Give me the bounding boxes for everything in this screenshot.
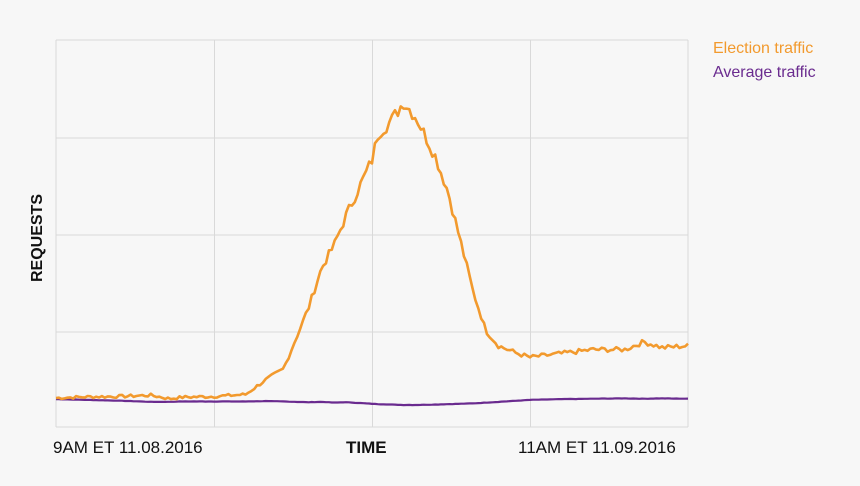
x-tick-end: 11AM ET 11.09.2016 [518,438,676,457]
election-traffic-line [55,105,689,401]
y-axis-label: REQUESTS [29,193,46,283]
average-traffic-line [55,397,689,407]
x-tick-start: 9AM ET 11.08.2016 [53,438,203,457]
x-axis-label: TIME [346,438,387,457]
legend-election-traffic: Election traffic [713,40,814,57]
grid-lines [55,39,689,428]
legend: Election traffic Average traffic [713,37,816,85]
legend-average-traffic: Average traffic [713,64,816,81]
